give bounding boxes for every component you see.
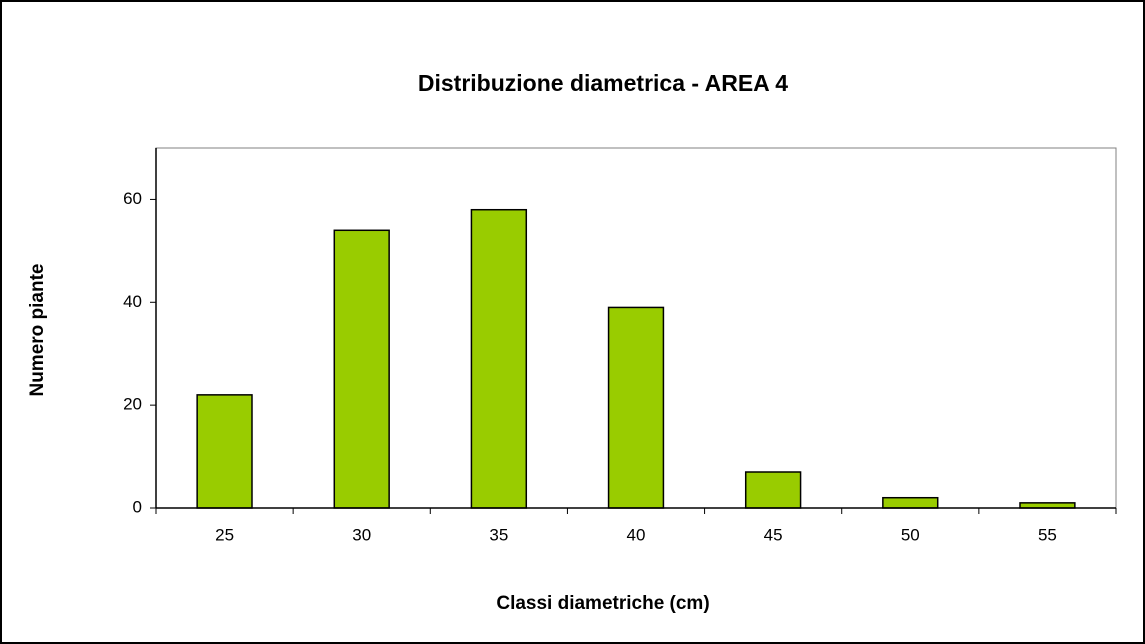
bar — [882, 496, 939, 509]
x-tick-label: 35 — [489, 525, 508, 544]
bar — [333, 229, 390, 509]
bar — [607, 306, 665, 509]
bar — [744, 471, 802, 509]
bar — [470, 208, 528, 509]
y-axis-label: Numero piante — [27, 263, 48, 396]
bar — [196, 394, 253, 509]
x-tick-label: 45 — [764, 525, 783, 544]
y-tick-label: 40 — [123, 292, 142, 311]
y-tick-label: 0 — [133, 497, 142, 516]
x-tick-label: 25 — [215, 525, 234, 544]
x-axis-label: Classi diametriche (cm) — [496, 593, 709, 614]
chart-title: Distribuzione diametrica - AREA 4 — [418, 70, 788, 96]
x-tick-label: 55 — [1038, 525, 1057, 544]
x-tick-label: 40 — [627, 525, 646, 544]
x-tick-label: 50 — [901, 525, 920, 544]
y-tick-label: 60 — [123, 189, 142, 208]
y-tick-label: 20 — [123, 395, 142, 414]
bar — [1019, 502, 1076, 509]
x-tick-label: 30 — [352, 525, 371, 544]
